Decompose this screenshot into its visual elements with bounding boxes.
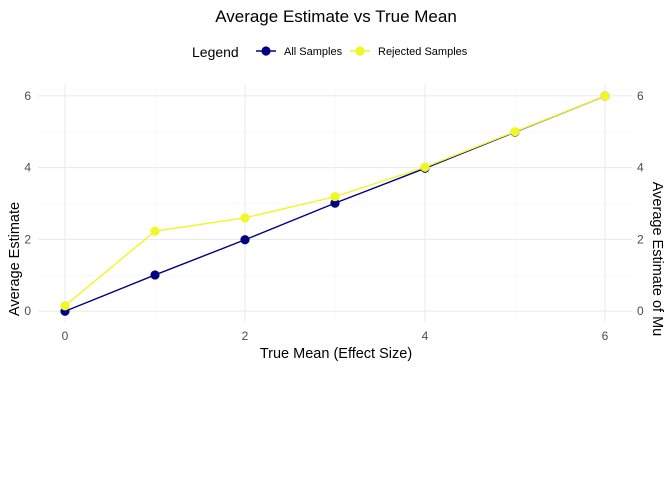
legend-label: All Samples xyxy=(284,46,343,58)
ticks-layer: 0 2 4 6 0 0 2 2 4 4 6 6 xyxy=(24,89,644,343)
y-tick-label: 0 xyxy=(24,304,31,318)
x-axis-label: True Mean (Effect Size) xyxy=(260,346,412,362)
legend-title: Legend xyxy=(192,44,239,60)
y-axis-label-right: Average Estimate of Mu xyxy=(649,182,665,336)
legend-key-point xyxy=(261,46,271,56)
data-point xyxy=(60,301,70,311)
y-tick-label: 2 xyxy=(24,232,31,246)
x-tick-label: 2 xyxy=(242,329,249,343)
legend-label: Rejected Samples xyxy=(378,46,468,58)
y-axis-label: Average Estimate xyxy=(7,202,23,316)
y-tick-label-right: 6 xyxy=(637,89,644,103)
data-point xyxy=(150,226,160,236)
y-tick-label-right: 4 xyxy=(637,161,644,175)
data-point xyxy=(240,213,250,223)
series-1 xyxy=(60,91,610,311)
legend-item: Rejected Samples xyxy=(350,46,468,58)
data-point xyxy=(240,235,250,245)
y-tick-label: 6 xyxy=(24,89,31,103)
x-tick-label: 0 xyxy=(62,329,69,343)
data-point xyxy=(510,127,520,137)
y-tick-label: 4 xyxy=(24,161,31,175)
x-tick-label: 6 xyxy=(602,329,609,343)
legend: Legend All Samples Rejected Samples xyxy=(192,44,468,60)
series-layer xyxy=(60,91,610,316)
data-point xyxy=(330,198,340,208)
legend-key-point xyxy=(355,46,365,56)
y-tick-label-right: 0 xyxy=(637,304,644,318)
data-point xyxy=(150,270,160,280)
data-point xyxy=(330,192,340,202)
y-tick-label-right: 2 xyxy=(637,232,644,246)
x-tick-label: 4 xyxy=(422,329,429,343)
legend-item: All Samples xyxy=(256,46,343,58)
data-point xyxy=(600,91,610,101)
data-point xyxy=(420,162,430,172)
chart-title: Average Estimate vs True Mean xyxy=(215,7,457,26)
